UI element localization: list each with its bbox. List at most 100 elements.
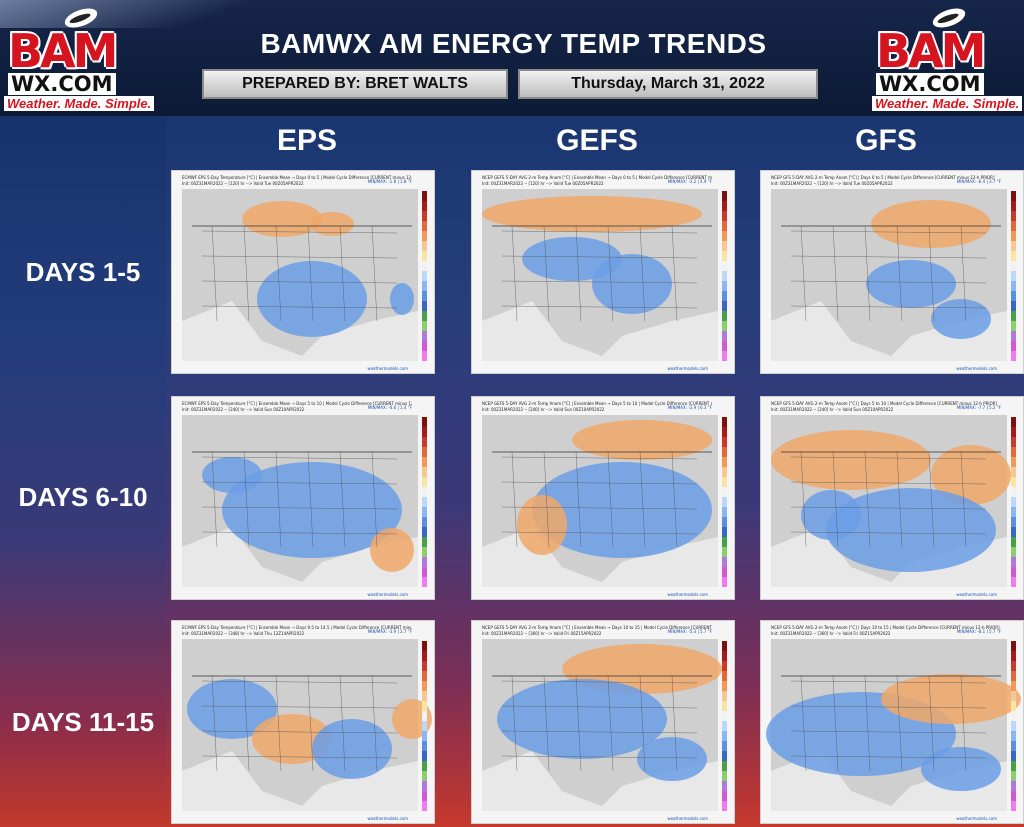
- state-border: [501, 680, 698, 684]
- colorbar-swatch: [722, 301, 727, 311]
- colorbar-swatch: [1011, 341, 1016, 351]
- panel-init-text: Init: 00Z31MAR2022 -- [120] hr --> Valid…: [182, 181, 304, 186]
- state-border: [201, 531, 398, 535]
- colorbar-swatch: [722, 771, 727, 781]
- colorbar-swatch: [722, 547, 727, 557]
- colorbar-swatch: [422, 427, 427, 437]
- colorbar-swatch: [422, 241, 427, 251]
- cold-anomaly-area: [497, 679, 667, 759]
- colorbar-swatch: [722, 437, 727, 447]
- state-border: [201, 506, 398, 510]
- colorbar-swatch: [1011, 291, 1016, 301]
- state-border: [501, 456, 698, 460]
- colorbar-swatch: [722, 517, 727, 527]
- colorbar-swatch: [1011, 331, 1016, 341]
- colorbar-swatch: [422, 437, 427, 447]
- ocean-region: [182, 301, 418, 361]
- colorbar-swatch: [422, 751, 427, 761]
- row-header-days-6-10: DAYS 6-10: [18, 482, 148, 512]
- colorbar-swatch: [422, 711, 427, 721]
- ocean-region: [771, 301, 1007, 361]
- ocean-region: [182, 751, 418, 811]
- temp-map-panel: NCEP GFS 5-DAY AVG 2-m Temp Anom [°C] | …: [760, 396, 1024, 600]
- temp-anomaly-map: [182, 415, 427, 587]
- state-border: [511, 451, 518, 548]
- colorbar-swatch: [422, 291, 427, 301]
- panel-source-link: weathermodels.com: [956, 816, 997, 821]
- state-border: [607, 675, 614, 772]
- panel-header-text: NCEP GFS 5-DAY AVG 2-m Temp Anom [°C] | …: [771, 625, 1000, 630]
- colorbar-swatch: [422, 281, 427, 291]
- state-border: [790, 280, 987, 284]
- colorbar-swatch: [422, 487, 427, 497]
- state-border: [201, 755, 398, 759]
- cold-anomaly-area: [592, 254, 672, 314]
- state-border: [371, 225, 378, 322]
- state-border: [864, 451, 871, 548]
- temp-anomaly-map: [766, 639, 1021, 811]
- colorbar-swatch: [1011, 221, 1016, 231]
- colorbar-swatch: [1011, 281, 1016, 291]
- colorbar-swatch: [722, 681, 727, 691]
- colorbar-swatch: [722, 211, 727, 221]
- colorbar-swatch: [722, 457, 727, 467]
- state-border: [960, 225, 967, 322]
- colorbar-swatch: [1011, 547, 1016, 557]
- state-border: [864, 225, 871, 322]
- colorbar-swatch: [422, 701, 427, 711]
- warm-anomaly-area: [931, 445, 1011, 505]
- colorbar-swatch: [422, 231, 427, 241]
- warm-anomaly-area: [482, 196, 702, 232]
- colorbar-swatch: [722, 791, 727, 801]
- panel-source-link: weathermodels.com: [956, 366, 997, 371]
- state-border: [201, 255, 398, 259]
- state-border: [201, 456, 398, 460]
- logo-tagline: Weather. Made. Simple.: [872, 96, 1023, 111]
- colorbar-swatch: [722, 341, 727, 351]
- colorbar-swatch: [1011, 427, 1016, 437]
- colorbar-swatch: [422, 417, 427, 427]
- panel-minmax-text: MIN/MAX: -6.4 | 3.7 °F: [956, 179, 1001, 184]
- colorbar-swatch: [1011, 201, 1016, 211]
- panel-header-text: ECMWF EPS 5-Day Temperature [°C] | Ensem…: [182, 625, 412, 630]
- colorbar-swatch: [422, 651, 427, 661]
- colorbar-swatch: [422, 791, 427, 801]
- temp-map-panel: NCEP GEFS 5-DAY AVG 2-m Temp Anom [°C] |…: [471, 620, 735, 824]
- colorbar-swatch: [422, 497, 427, 507]
- colorbar-swatch: [722, 201, 727, 211]
- header-banner: BAM WX.COM Weather. Made. Simple. BAMWX …: [0, 0, 1024, 116]
- colorbar-swatch: [722, 417, 727, 427]
- colorbar-swatch: [1011, 721, 1016, 731]
- state-border: [790, 506, 987, 510]
- colorbar-swatch: [422, 641, 427, 651]
- panel-init-text: Init: 00Z31MAR2022 -- [348] hr --> Valid…: [182, 631, 305, 636]
- colorbar-swatch: [422, 517, 427, 527]
- colorbar-swatch: [1011, 567, 1016, 577]
- bamwx-logo-left: BAM WX.COM Weather. Made. Simple.: [4, 4, 155, 111]
- colorbar-swatch: [1011, 691, 1016, 701]
- colorbar-swatch: [1011, 517, 1016, 527]
- state-border: [671, 451, 678, 548]
- colorbar-swatch: [722, 781, 727, 791]
- state-border: [960, 675, 967, 772]
- state-border: [896, 675, 903, 772]
- state-border: [928, 225, 935, 322]
- colorbar-swatch: [722, 351, 727, 361]
- temp-map-panel: ECMWF EPS 5-Day Temperature [°C] | Ensem…: [171, 170, 435, 374]
- warm-anomaly-area: [370, 528, 414, 572]
- panel-header-text: ECMWF EPS 5-Day Temperature [°C] | Ensem…: [182, 401, 412, 406]
- state-border: [501, 305, 698, 309]
- colorbar-swatch: [422, 191, 427, 201]
- colorbar-swatch: [422, 567, 427, 577]
- state-border: [371, 451, 378, 548]
- state-border: [201, 481, 398, 485]
- temp-anomaly-map: [182, 189, 427, 361]
- colorbar-swatch: [722, 281, 727, 291]
- state-border: [790, 255, 987, 259]
- state-border: [800, 225, 807, 322]
- colorbar-swatch: [1011, 671, 1016, 681]
- colorbar-swatch: [1011, 577, 1016, 587]
- colorbar-swatch: [1011, 231, 1016, 241]
- colorbar-swatch: [722, 577, 727, 587]
- colorbar-swatch: [1011, 641, 1016, 651]
